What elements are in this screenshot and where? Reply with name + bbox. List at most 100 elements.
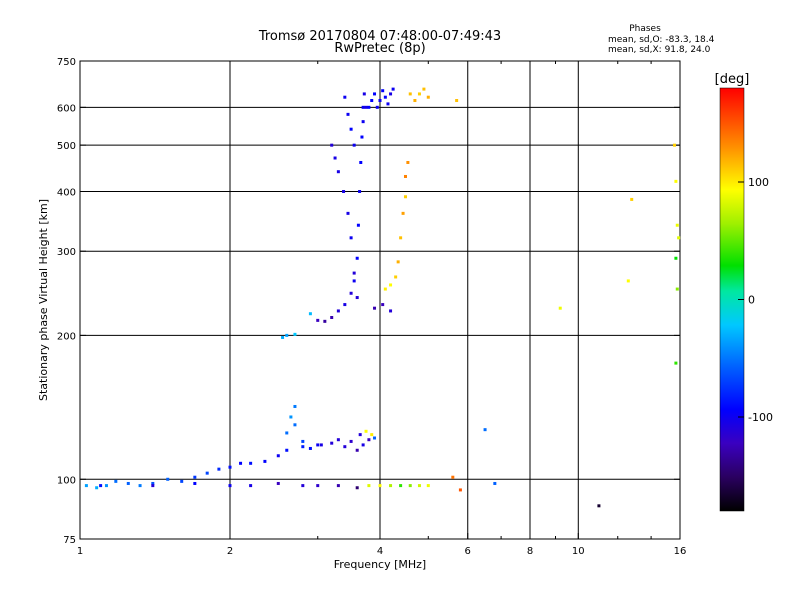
data-point	[342, 189, 346, 193]
data-point	[558, 306, 562, 310]
data-point	[394, 275, 398, 279]
data-point	[352, 143, 356, 147]
data-point	[308, 446, 312, 450]
data-point	[389, 283, 393, 287]
stats-line-o: mean, sd,O: -83.3, 18.4	[608, 35, 715, 45]
data-point	[417, 92, 421, 96]
data-point	[630, 197, 634, 201]
data-point	[673, 143, 677, 147]
data-point	[370, 99, 374, 103]
data-point	[408, 92, 412, 96]
data-point	[359, 160, 363, 164]
data-point	[422, 87, 426, 91]
data-point	[391, 87, 395, 91]
x-tick-label: 4	[377, 546, 383, 557]
data-point	[451, 475, 455, 479]
data-point	[293, 423, 297, 427]
data-point	[349, 127, 353, 131]
data-point	[361, 105, 365, 109]
y-tick-label: 400	[57, 187, 76, 198]
data-point	[364, 105, 368, 109]
data-point	[356, 223, 360, 227]
data-point	[166, 477, 170, 481]
data-point	[289, 415, 293, 419]
y-tick-label: 100	[57, 475, 76, 486]
data-point	[285, 448, 289, 452]
data-point	[228, 484, 232, 488]
data-point	[281, 335, 285, 339]
data-point	[239, 461, 243, 465]
data-point	[301, 439, 305, 443]
data-point	[386, 102, 390, 106]
data-point	[349, 439, 353, 443]
data-point	[417, 484, 421, 488]
data-point	[403, 174, 407, 178]
data-point	[373, 92, 377, 96]
data-point	[336, 438, 340, 442]
data-point	[205, 471, 209, 475]
data-point	[333, 156, 337, 160]
data-point	[180, 479, 184, 483]
data-point	[352, 279, 356, 283]
data-point	[151, 481, 155, 485]
stats-line-x: mean, sd,X: 91.8, 24.0	[608, 45, 711, 55]
data-point	[367, 105, 371, 109]
data-point	[276, 481, 280, 485]
data-point	[383, 95, 387, 99]
data-points	[84, 87, 681, 508]
data-point	[217, 467, 221, 471]
data-point	[355, 296, 359, 300]
data-point	[293, 332, 297, 336]
data-point	[319, 443, 323, 447]
data-point	[343, 303, 347, 307]
x-tick-label: 10	[572, 546, 585, 557]
data-point	[336, 170, 340, 174]
data-point	[626, 279, 630, 283]
data-point	[378, 484, 382, 488]
data-point	[389, 92, 393, 96]
data-point	[355, 256, 359, 260]
data-point	[301, 445, 305, 449]
data-point	[138, 484, 142, 488]
colorbar-tick-label: 100	[748, 176, 769, 189]
data-point	[389, 309, 393, 313]
x-axis-label: Frequency [MHz]	[334, 558, 426, 571]
data-point	[674, 179, 678, 183]
y-tick-label: 200	[57, 331, 76, 342]
x-tick-label: 8	[527, 546, 533, 557]
data-point	[408, 484, 412, 488]
data-point	[276, 454, 280, 458]
data-point	[193, 475, 197, 479]
data-point	[323, 319, 327, 323]
data-point	[358, 189, 362, 193]
data-point	[336, 309, 340, 313]
data-point	[426, 95, 430, 99]
data-point	[349, 236, 353, 240]
data-point	[413, 99, 417, 103]
data-point	[401, 211, 405, 215]
data-point	[362, 92, 366, 96]
data-point	[426, 484, 430, 488]
chart-title: Tromsø 20170804 07:48:00-07:49:43	[258, 29, 501, 44]
data-point	[389, 484, 393, 488]
axis-ticks: 1 2 4 6 8 10 16 75 100 200 300 400 500 600 750	[57, 57, 686, 557]
data-point	[285, 333, 289, 337]
data-point	[151, 484, 155, 488]
colorbar-ticks: -100 0 100	[738, 176, 773, 424]
data-point	[674, 361, 678, 365]
data-point	[95, 486, 99, 490]
data-point	[316, 318, 320, 322]
data-point	[316, 484, 320, 488]
data-point	[361, 120, 365, 124]
data-point	[352, 271, 356, 275]
data-point	[193, 481, 197, 485]
colorbar-tick-label: -100	[748, 411, 773, 424]
data-point	[373, 436, 377, 440]
data-point	[330, 143, 334, 147]
data-point	[483, 428, 487, 432]
data-point	[677, 236, 681, 240]
y-tick-label: 75	[63, 535, 76, 546]
data-point	[301, 484, 305, 488]
data-point	[343, 445, 347, 449]
y-tick-label: 600	[57, 103, 76, 114]
